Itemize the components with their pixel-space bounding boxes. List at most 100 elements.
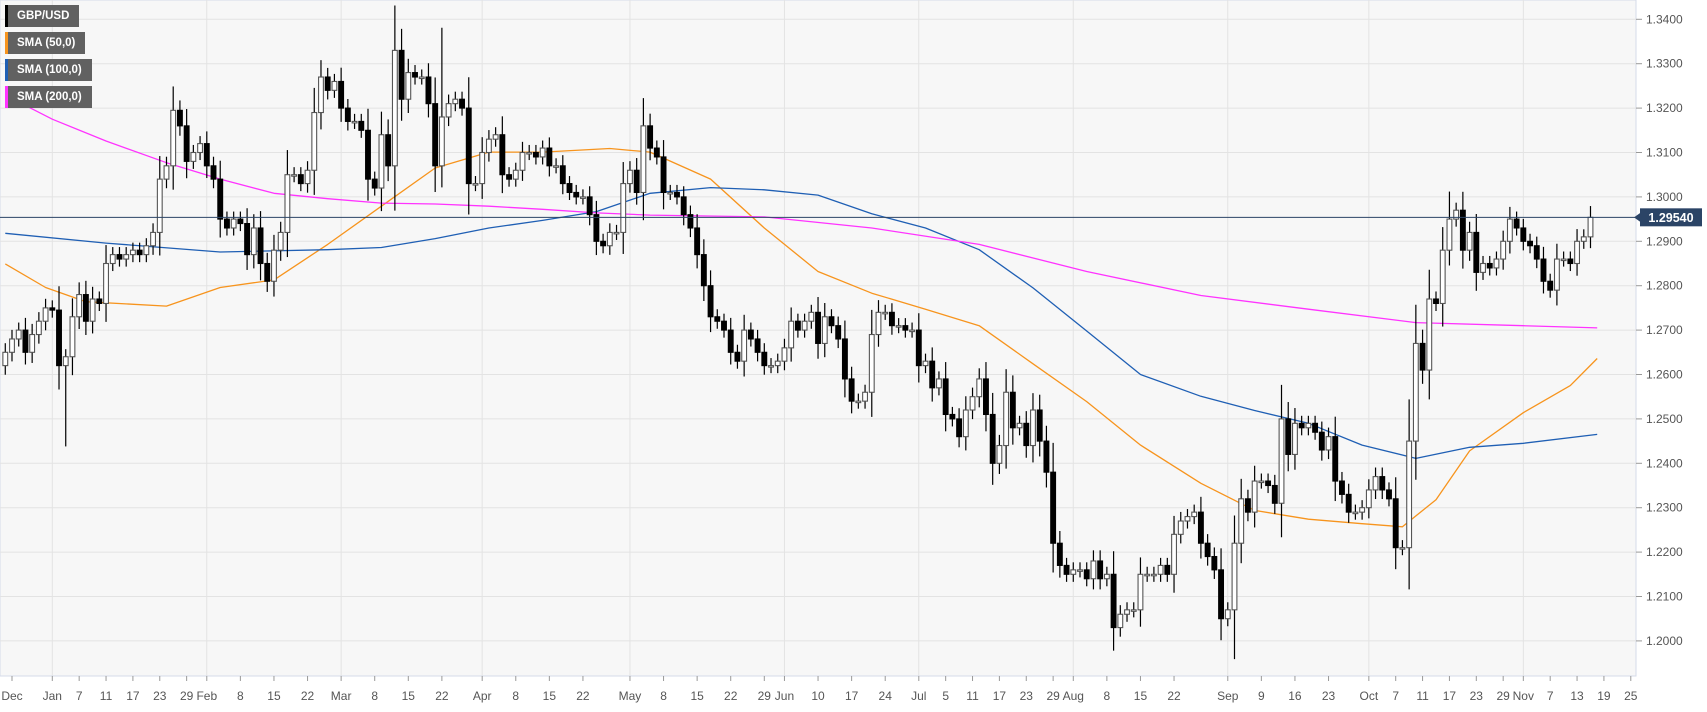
candle-up <box>284 150 291 258</box>
x-tick-label: 15 <box>402 689 416 703</box>
candle-up <box>526 144 533 161</box>
x-tick-label: 29 <box>180 689 194 703</box>
x-tick-label: 23 <box>1322 689 1336 703</box>
candle-down <box>754 329 761 362</box>
sma-line-200 <box>5 94 1598 329</box>
candle-up <box>492 127 499 147</box>
candle-up <box>1493 251 1500 276</box>
candle-up <box>479 137 486 199</box>
x-tick-label: 7 <box>1547 689 1554 703</box>
candle-down <box>1419 329 1426 384</box>
candle-body <box>640 125 647 194</box>
candle-up <box>311 87 318 195</box>
candle-down <box>398 28 405 121</box>
candle-body <box>412 72 418 78</box>
y-tick-label: 1.2000 <box>1646 634 1683 648</box>
candle-up <box>1412 304 1419 480</box>
candle-body <box>788 320 795 349</box>
candle-body <box>1090 560 1097 580</box>
candle-down <box>593 200 600 256</box>
candle-body <box>1527 240 1533 247</box>
candle-up <box>1231 515 1238 660</box>
candle-up <box>197 136 204 161</box>
candle-down <box>1513 211 1520 236</box>
x-tick-label: 8 <box>1104 689 1111 703</box>
candle-up <box>405 58 412 113</box>
candle-body <box>754 338 761 353</box>
candle-body <box>633 169 640 194</box>
candle-body <box>1285 418 1292 455</box>
x-tick-label: 24 <box>879 689 893 703</box>
candle-body <box>848 378 855 402</box>
candle-up <box>35 312 42 344</box>
candle-body <box>1392 498 1399 549</box>
candle-up <box>230 211 237 236</box>
candle-body <box>1144 573 1151 577</box>
candle-body <box>1050 471 1057 544</box>
candle-body <box>15 329 22 340</box>
candle-body <box>197 143 204 154</box>
candle-down <box>956 408 963 448</box>
candle-body <box>882 311 889 315</box>
candle-up <box>123 247 130 267</box>
candle-up <box>89 286 96 334</box>
candle-body <box>801 320 808 331</box>
candle-up <box>271 234 277 297</box>
candle-body <box>291 174 298 177</box>
x-tick-label: 8 <box>660 689 667 703</box>
candle-body <box>170 109 177 167</box>
candle-body <box>747 329 754 340</box>
candle-up <box>76 282 83 329</box>
candle-up <box>1352 504 1359 520</box>
legend-item-sma50[interactable]: SMA (50,0) <box>5 32 86 54</box>
legend-item-sma200[interactable]: SMA (200,0) <box>5 86 92 108</box>
candle-up <box>875 300 882 347</box>
candle-body <box>956 418 963 438</box>
candle-body <box>653 147 660 158</box>
candle-up <box>452 91 459 112</box>
candle-body <box>1406 440 1413 549</box>
candle-up <box>291 167 298 183</box>
legend-label: SMA (100,0) <box>17 64 82 76</box>
candle-body <box>76 294 83 318</box>
y-axis: 1.2000 1.2100 1.2200 1.2300 1.2400 1.2500 1.26… <box>1636 12 1683 648</box>
candle-body <box>1379 476 1386 491</box>
candle-body <box>485 138 492 154</box>
candle-body <box>116 254 123 260</box>
y-tick-label: 1.2300 <box>1646 501 1683 515</box>
candle-up <box>1439 227 1446 327</box>
candle-down <box>734 344 741 369</box>
candle-body <box>56 309 62 367</box>
x-tick-label: 29 <box>1046 689 1060 703</box>
candle-body <box>1312 422 1319 433</box>
legend-item-sma100[interactable]: SMA (100,0) <box>5 59 92 81</box>
candle-body <box>1513 218 1520 229</box>
y-tick-label: 1.3100 <box>1646 146 1683 160</box>
candle-up <box>620 162 627 254</box>
candle-up <box>1157 557 1164 582</box>
candle-up <box>922 353 929 374</box>
candle-body <box>1150 573 1157 577</box>
candle-body <box>1251 480 1258 513</box>
candle-up <box>9 329 15 362</box>
legend-item-gbpusd[interactable]: GBP/USD <box>5 5 80 27</box>
candle-down <box>633 158 640 205</box>
candle-body <box>1480 262 1486 273</box>
candle-body <box>1560 258 1567 262</box>
x-tick-label: 29 <box>1496 689 1510 703</box>
candle-down <box>942 362 949 432</box>
candle-up <box>1003 369 1010 469</box>
candle-body <box>532 151 539 158</box>
candle-body <box>1459 209 1466 251</box>
candle-body <box>1426 298 1433 371</box>
candle-body <box>1083 569 1090 580</box>
candle-up <box>277 221 284 261</box>
candle-body <box>573 191 580 198</box>
x-tick-label: 22 <box>1167 689 1181 703</box>
candle-body <box>210 165 217 180</box>
candle-down <box>459 91 465 116</box>
candle-body <box>284 174 291 233</box>
candle-body <box>714 316 721 322</box>
candle-up <box>553 158 560 174</box>
candle-body <box>1258 480 1265 484</box>
